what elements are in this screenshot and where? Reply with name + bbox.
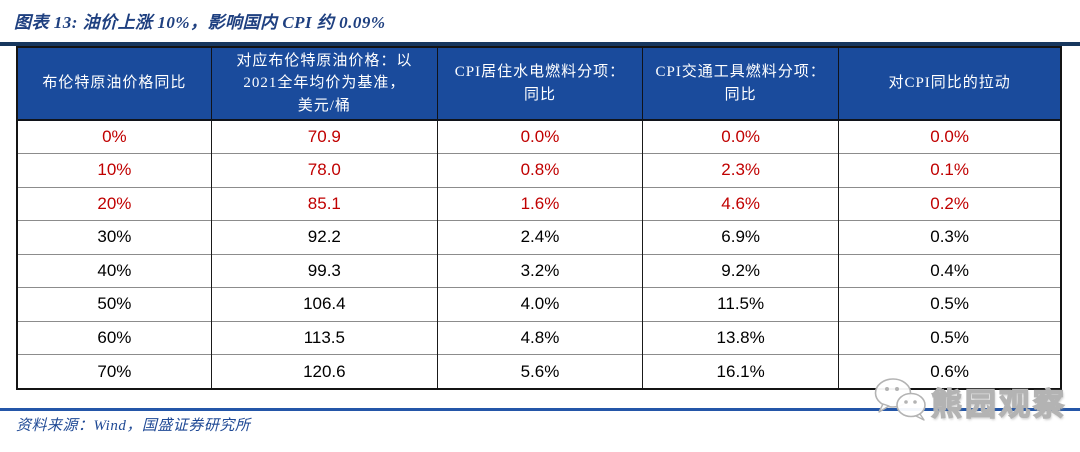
table-cell: 0.0% (437, 120, 644, 154)
table-cell: 0.1% (838, 153, 1060, 187)
header-row: 布伦特原油价格同比 对应布伦特原油价格：以 2021全年均价为基准， 美元/桶 CP… (18, 48, 1060, 121)
table-cell: 11.5% (642, 287, 840, 321)
table-row: 10% 78.0 0.8% 2.3% 0.1% (18, 153, 1060, 187)
table-row: 40% 99.3 3.2% 9.2% 0.4% (18, 253, 1060, 288)
table-cell: 3.2% (437, 253, 644, 288)
table-cell: 0.3% (838, 220, 1060, 254)
table-body: 0% 70.9 0.0% 0.0% 0.0% 10% 78.0 0.8% 2.3% 0.1% 20%… (18, 120, 1060, 388)
table-cell: 16.1% (642, 354, 840, 388)
source-note: 资料来源：Wind，国盛证券研究所 (16, 418, 251, 434)
table-cell: 2.4% (437, 220, 644, 254)
table-cell: 0.6% (838, 354, 1060, 388)
table-cell: 0.0% (642, 120, 840, 154)
table-cell: 4.0% (437, 287, 644, 321)
table-header-row: 布伦特原油价格同比 对应布伦特原油价格：以 2021全年均价为基准， 美元/桶 CP… (18, 48, 1060, 121)
table-cell: 4.6% (642, 186, 840, 221)
column-header: CPI交通工具燃料分项： 同比 (642, 48, 840, 121)
table-cell: 0.2% (838, 186, 1060, 221)
column-header: 对CPI同比的拉动 (838, 48, 1060, 121)
table-cell: 60% (18, 320, 212, 355)
table-cell: 0.4% (838, 253, 1060, 288)
table-cell: 0% (18, 120, 212, 154)
table-cell: 70% (18, 354, 212, 388)
table-cell: 5.6% (437, 354, 644, 388)
table-cell: 106.4 (211, 287, 438, 321)
table-cell: 0.5% (838, 320, 1060, 355)
table-row: 30% 92.2 2.4% 6.9% 0.3% (18, 220, 1060, 254)
table-cell: 30% (18, 220, 212, 254)
wechat-icon (872, 376, 930, 427)
table-cell: 99.3 (211, 253, 438, 288)
table-cell: 85.1 (211, 186, 438, 221)
column-header: 布伦特原油价格同比 (18, 48, 212, 121)
table-cell: 20% (18, 186, 212, 221)
top-accent-bar (0, 42, 1080, 46)
column-header: CPI居住水电燃料分项： 同比 (437, 48, 644, 121)
table-cell: 4.8% (437, 320, 644, 355)
table-cell: 6.9% (642, 220, 840, 254)
table-cell: 40% (18, 253, 212, 288)
table-cell: 92.2 (211, 220, 438, 254)
table-cell: 1.6% (437, 186, 644, 221)
table-row: 50% 106.4 4.0% 11.5% 0.5% (18, 287, 1060, 321)
column-header: 对应布伦特原油价格：以 2021全年均价为基准， 美元/桶 (211, 48, 438, 121)
table-cell: 113.5 (211, 320, 438, 355)
table-cell: 2.3% (642, 153, 840, 187)
table-cell: 78.0 (211, 153, 438, 187)
table-cell: 50% (18, 287, 212, 321)
table-row: 60% 113.5 4.8% 13.8% 0.5% (18, 320, 1060, 355)
table-cell: 0.8% (437, 153, 644, 187)
table-row: 0% 70.9 0.0% 0.0% 0.0% (18, 120, 1060, 154)
watermark: 熊园观察 (872, 376, 1067, 427)
data-table: 布伦特原油价格同比 对应布伦特原油价格：以 2021全年均价为基准， 美元/桶 CP… (18, 48, 1060, 388)
table-cell: 9.2% (642, 253, 840, 288)
chart-title: 图表 13: 油价上涨 10%，影响国内 CPI 约 0.09% (14, 13, 386, 32)
data-table-container: 布伦特原油价格同比 对应布伦特原油价格：以 2021全年均价为基准， 美元/桶 CP… (16, 46, 1062, 390)
table-row: 70% 120.6 5.6% 16.1% 0.6% (18, 354, 1060, 388)
table-row: 20% 85.1 1.6% 4.6% 0.2% (18, 186, 1060, 221)
table-cell: 120.6 (211, 354, 438, 388)
table-cell: 70.9 (211, 120, 438, 154)
bottom-accent-line (0, 408, 1080, 411)
table-cell: 13.8% (642, 320, 840, 355)
table-cell: 0.0% (930, 127, 969, 146)
table-cell: 10% (18, 153, 212, 187)
table-cell: 0.5% (838, 287, 1060, 321)
watermark-text: 熊园观察 (930, 386, 1067, 422)
